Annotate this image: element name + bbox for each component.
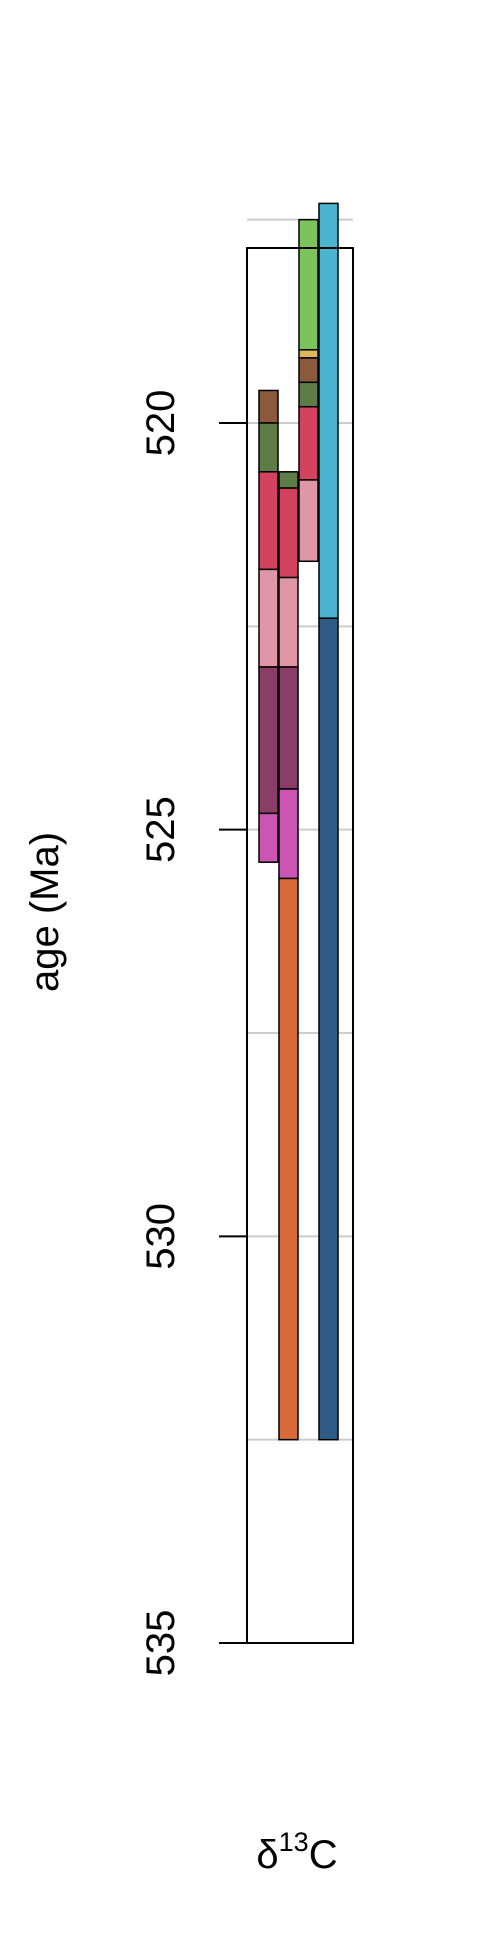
bar-column-4 [318,202,339,1441]
y-tick-label: 530 [139,1203,183,1270]
x-axis-label: δ13C [256,1827,337,1877]
bar-segment [298,349,319,359]
bar-column-1 [258,389,279,863]
bar-segment [258,422,279,473]
bar-segment [258,389,279,424]
x-axis-label-element: C [309,1833,338,1877]
bar-segment [278,576,299,668]
bar-segment [298,405,319,481]
bar-segment [298,381,319,408]
y-axis: 520 525 530 535 [139,390,248,1677]
bar-segment [278,487,299,579]
bar-segment [278,666,299,790]
bar-segment [278,471,299,489]
x-axis-label-delta: δ [256,1833,278,1877]
bars [258,202,339,1441]
bar-segment [258,812,279,863]
y-axis-label: age (Ma) [23,832,67,992]
bar-column-2 [278,471,299,1441]
bar-segment [258,568,279,668]
bar-segment [318,202,339,619]
bar-segment [298,479,319,563]
x-axis-label-superscript: 13 [279,1827,309,1857]
bar-segment [258,471,279,571]
bar-segment [298,218,319,351]
bar-segment [278,788,299,880]
y-tick-label: 535 [139,1610,183,1677]
bar-segment [298,357,319,384]
bar-segment [278,877,299,1441]
bar-segment [258,666,279,815]
y-tick-label: 525 [139,796,183,863]
bar-segment [318,617,339,1441]
bar-column-3 [298,218,319,563]
y-tick-label: 520 [139,390,183,457]
